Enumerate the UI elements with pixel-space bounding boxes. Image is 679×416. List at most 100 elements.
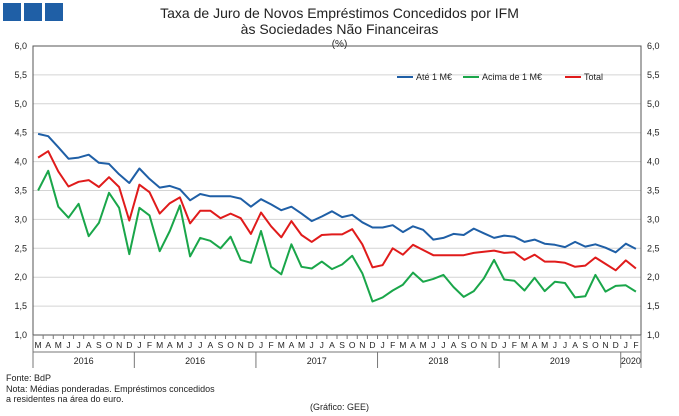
y-tick-label-left: 4,0 <box>14 157 27 167</box>
x-tick-label: D <box>369 340 375 350</box>
x-tick-label: S <box>96 340 102 350</box>
x-tick-label: O <box>349 340 356 350</box>
x-tick-label: J <box>380 340 384 350</box>
series-line-3 <box>37 150 637 272</box>
x-tick-label: N <box>602 340 608 350</box>
x-tick-label: N <box>238 340 244 350</box>
y-tick-label-right: 5,0 <box>647 99 660 109</box>
x-tick-label: O <box>227 340 234 350</box>
x-tick-label: M <box>156 340 163 350</box>
x-tick-label: M <box>541 340 548 350</box>
title-line-1: Taxa de Juro de Novos Empréstimos Conced… <box>160 5 519 21</box>
y-tick-label-left: 1,0 <box>14 330 27 340</box>
x-tick-label: M <box>55 340 62 350</box>
x-tick-label: F <box>512 340 517 350</box>
x-tick-label: N <box>359 340 365 350</box>
x-tick-label: F <box>269 340 274 350</box>
x-tick-label: J <box>137 340 141 350</box>
x-tick-label: D <box>126 340 132 350</box>
units-label: (%) <box>331 39 348 50</box>
x-tick-label: J <box>188 340 192 350</box>
x-tick-label: J <box>259 340 263 350</box>
x-tick-label: M <box>35 340 42 350</box>
x-tick-label: J <box>320 340 324 350</box>
x-tick-label: J <box>624 340 628 350</box>
logo-block <box>45 3 63 21</box>
logo-block <box>3 3 21 21</box>
x-tick-label: A <box>86 340 92 350</box>
x-tick-label: J <box>563 340 567 350</box>
year-label: 2019 <box>550 356 570 366</box>
y-tick-label-left: 2,5 <box>14 243 27 253</box>
x-tick-label: J <box>431 340 435 350</box>
x-tick-label: M <box>176 340 183 350</box>
y-tick-label-right: 4,0 <box>647 157 660 167</box>
year-label: 2016 <box>185 356 205 366</box>
year-label: 2018 <box>428 356 448 366</box>
x-tick-label: M <box>399 340 406 350</box>
title-line-2: às Sociedades Não Financeiras <box>240 21 439 37</box>
x-tick-label: A <box>45 340 51 350</box>
note-line-1: Nota: Médias ponderadas. Empréstimos con… <box>6 384 215 394</box>
x-tick-label: J <box>76 340 80 350</box>
y-tick-label-right: 1,0 <box>647 330 660 340</box>
x-tick-label: S <box>218 340 224 350</box>
y-tick-label-left: 4,5 <box>14 128 27 138</box>
y-tick-label-right: 1,5 <box>647 301 660 311</box>
x-tick-label: D <box>613 340 619 350</box>
year-label: 2020 <box>621 356 641 366</box>
series-line-2 <box>37 169 637 303</box>
x-tick-label: J <box>502 340 506 350</box>
x-tick-label: D <box>248 340 254 350</box>
chart-title: Taxa de Juro de Novos Empréstimos Conced… <box>0 5 679 37</box>
x-tick-label: D <box>491 340 497 350</box>
source-note: Fonte: BdP <box>6 373 52 383</box>
x-tick-label: F <box>390 340 395 350</box>
x-tick-label: J <box>310 340 314 350</box>
y-tick-label-left: 1,5 <box>14 301 27 311</box>
legend-label: Até 1 M€ <box>416 72 452 82</box>
x-tick-label: S <box>461 340 467 350</box>
x-tick-label: S <box>339 340 345 350</box>
y-tick-label-right: 4,5 <box>647 128 660 138</box>
x-tick-label: J <box>66 340 70 350</box>
x-tick-label: A <box>451 340 457 350</box>
x-tick-label: O <box>106 340 113 350</box>
y-tick-label-right: 2,0 <box>647 272 660 282</box>
x-tick-label: J <box>553 340 557 350</box>
x-tick-label: N <box>481 340 487 350</box>
x-tick-label: J <box>441 340 445 350</box>
year-label: 2016 <box>74 356 94 366</box>
y-tick-label-right: 3,0 <box>647 214 660 224</box>
logo <box>3 3 63 21</box>
x-tick-label: J <box>198 340 202 350</box>
x-tick-label: A <box>289 340 295 350</box>
x-tick-label: A <box>410 340 416 350</box>
y-tick-label-left: 2,0 <box>14 272 27 282</box>
y-tick-label-left: 3,5 <box>14 186 27 196</box>
x-tick-label: A <box>532 340 538 350</box>
x-tick-label: S <box>582 340 588 350</box>
y-tick-label-left: 5,5 <box>14 70 27 80</box>
y-tick-label-right: 5,5 <box>647 70 660 80</box>
legend-label: Acima de 1 M€ <box>482 72 542 82</box>
y-tick-label-right: 3,5 <box>647 186 660 196</box>
x-tick-label: A <box>329 340 335 350</box>
x-tick-label: O <box>592 340 599 350</box>
x-tick-label: A <box>167 340 173 350</box>
y-tick-label-right: 2,5 <box>647 243 660 253</box>
year-label: 2017 <box>307 356 327 366</box>
series-line-1 <box>37 132 637 254</box>
x-tick-label: M <box>278 340 285 350</box>
x-tick-label: N <box>116 340 122 350</box>
y-tick-label-right: 6,0 <box>647 41 660 51</box>
y-tick-label-left: 3,0 <box>14 214 27 224</box>
x-tick-label: A <box>207 340 213 350</box>
chart-credit: (Gráfico: GEE) <box>309 402 369 412</box>
x-tick-label: M <box>298 340 305 350</box>
x-tick-label: M <box>521 340 528 350</box>
x-tick-label: O <box>470 340 477 350</box>
legend-label: Total <box>584 72 603 82</box>
y-tick-label-left: 5,0 <box>14 99 27 109</box>
